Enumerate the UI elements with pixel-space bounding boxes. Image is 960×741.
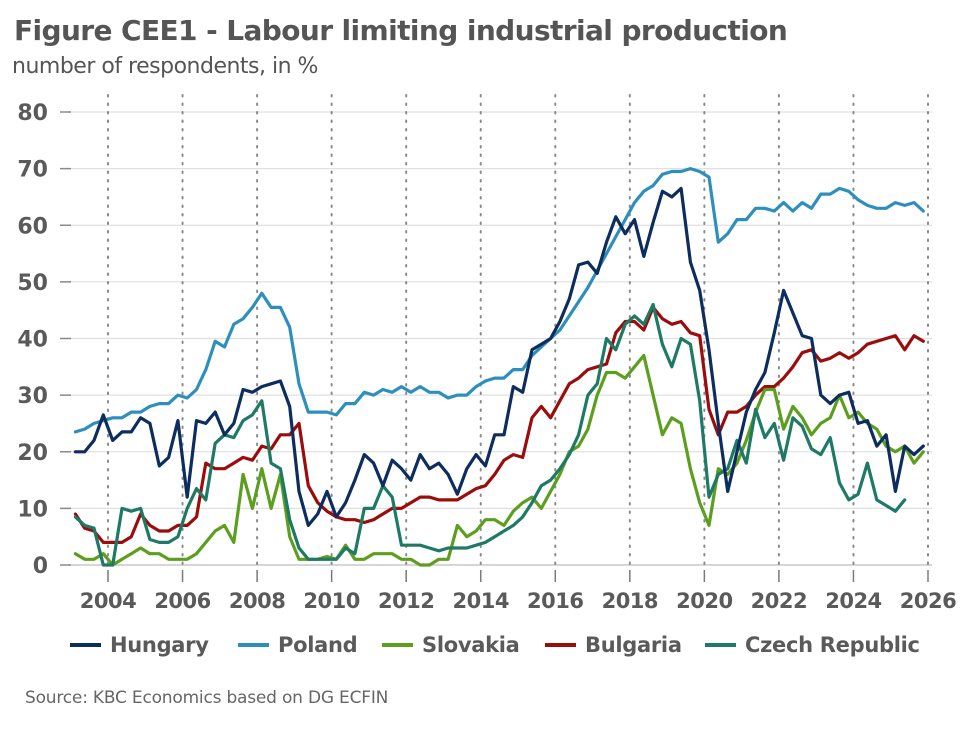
y-tick-label: 70	[17, 158, 48, 183]
legend-label: Hungary	[110, 633, 209, 657]
legend-label: Slovakia	[422, 633, 520, 657]
x-tick-label: 2006	[154, 589, 210, 613]
x-tick-label: 2018	[602, 589, 658, 613]
x-tick-label: 2022	[751, 589, 807, 613]
y-tick-label: 40	[17, 328, 48, 353]
y-tick-label: 80	[17, 101, 48, 126]
series-line-slovakia	[73, 353, 925, 567]
grid	[68, 94, 932, 566]
legend-item-bulgaria: Bulgaria	[545, 633, 682, 657]
chart-title: Figure CEE1 - Labour limiting industrial…	[14, 14, 788, 47]
x-tick-label: 2008	[229, 589, 285, 613]
y-tick-label: 0	[33, 554, 48, 579]
x-tick-label: 2024	[825, 589, 881, 613]
y-tick-label: 20	[17, 441, 48, 466]
y-tick-label: 30	[17, 384, 48, 409]
x-tick-label: 2004	[80, 589, 136, 613]
x-tick-label: 2020	[676, 589, 732, 613]
legend-item-czech-republic: Czech Republic	[705, 633, 920, 657]
x-tick-label: 2014	[453, 589, 509, 613]
chart-subtitle: number of respondents, in %	[12, 54, 318, 79]
y-tick-label: 10	[17, 497, 48, 522]
series-line-poland	[73, 167, 925, 434]
x-tick-label: 2026	[900, 589, 956, 613]
x-tick-label: 2016	[527, 589, 583, 613]
y-tick-label: 50	[17, 271, 48, 296]
legend-label: Czech Republic	[745, 633, 920, 657]
axes: 0 10 20 30 40 50 60 70 80 2004 2006 2008 2010 2012 201…	[17, 101, 956, 613]
series-line-hungary	[73, 186, 925, 528]
y-tick-label: 60	[17, 214, 48, 239]
legend-item-poland: Poland	[238, 633, 358, 657]
series-lines	[73, 167, 925, 567]
series-line-czech-republic	[73, 302, 907, 567]
source-note: Source: KBC Economics based on DG ECFIN	[25, 688, 389, 708]
legend-item-hungary: Hungary	[70, 633, 210, 657]
legend-item-slovakia: Slovakia	[382, 633, 520, 657]
legend: Hungary Poland Slovakia Bulgaria Czech Repub…	[70, 633, 920, 657]
x-tick-label: 2010	[303, 589, 359, 613]
legend-label: Poland	[278, 633, 357, 657]
series-line-bulgaria	[73, 305, 925, 545]
legend-label: Bulgaria	[585, 633, 682, 657]
x-tick-label: 2012	[378, 589, 434, 613]
